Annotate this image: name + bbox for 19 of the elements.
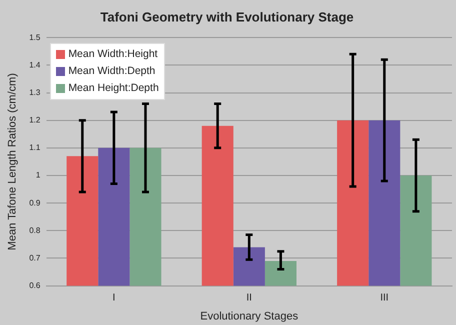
x-tick-label: II (246, 292, 252, 304)
y-tick-label: 1.3 (29, 88, 41, 97)
x-tick-label: III (380, 292, 389, 304)
y-tick-label: 1.1 (29, 143, 41, 152)
y-tick-label: 0.6 (29, 281, 41, 290)
x-axis-title: Evolutionary Stages (200, 310, 299, 322)
legend-label: Mean Width:Depth (68, 65, 156, 78)
y-tick-label: 0.7 (29, 253, 41, 262)
legend-label: Mean Width:Height (68, 48, 158, 60)
y-tick-label: 1 (36, 170, 41, 180)
y-tick-label: 1.5 (29, 32, 41, 42)
x-tick-label: I (112, 292, 116, 304)
y-tick-label: 1.4 (29, 60, 41, 70)
y-tick-label: 0.9 (29, 198, 41, 208)
legend-label: Mean Height:Depth (68, 82, 159, 94)
chart-title: Tafoni Geometry with Evolutionary Stage (100, 9, 354, 24)
y-axis-title: Mean Tafone Length Ratios (cm/cm) (6, 73, 19, 250)
y-tick-label: 0.8 (29, 226, 41, 235)
y-tick-label: 1.2 (29, 116, 41, 125)
